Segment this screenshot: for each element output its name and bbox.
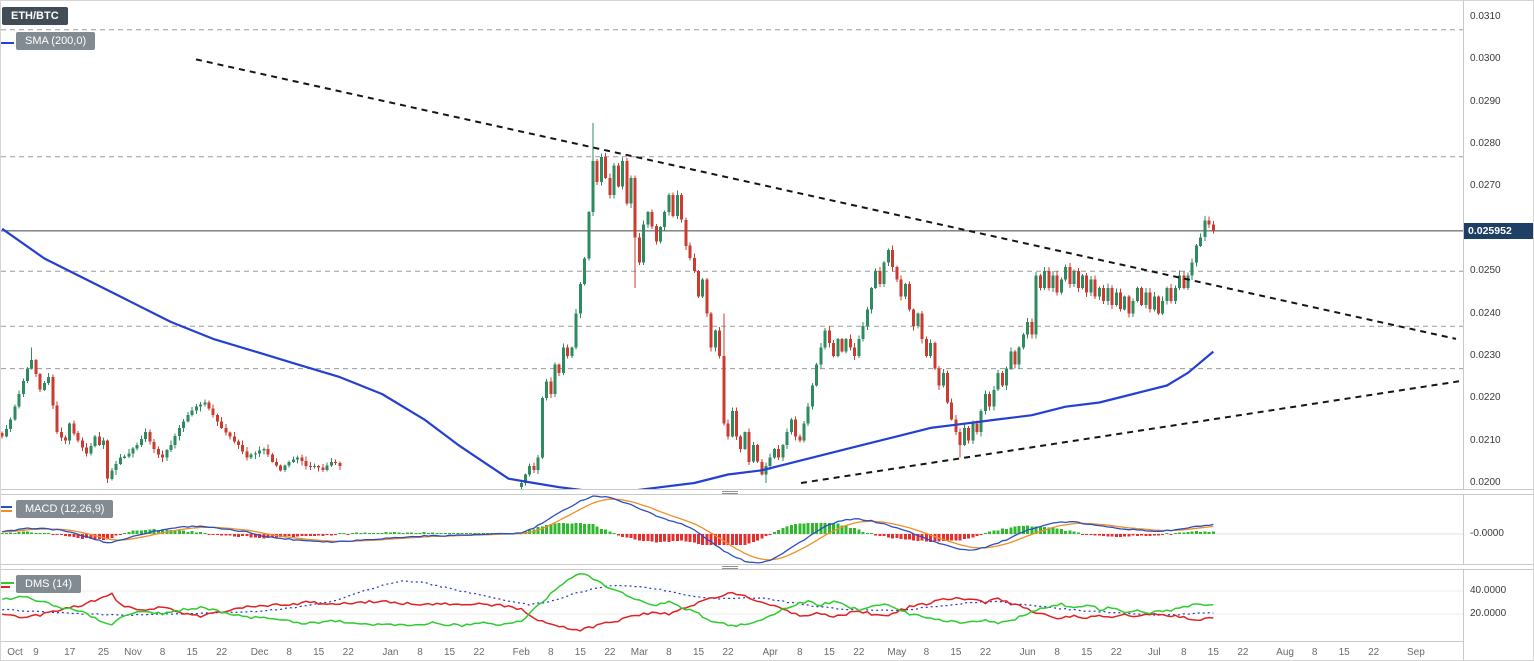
- x-axis-tick: 15: [313, 647, 325, 658]
- price-axis-tick: 0.0210: [1470, 434, 1501, 446]
- macd-signal-swatch-icon: [1, 510, 12, 512]
- x-axis-tick: 15: [1207, 647, 1219, 658]
- x-axis-tick: 22: [853, 647, 865, 658]
- x-axis-tick: 15: [950, 647, 962, 658]
- x-axis-tick: 15: [692, 647, 705, 658]
- price-axis[interactable]: 0.025952 0.0310 0.0300 0.0290 0.0280 0.0270 0…: [1463, 1, 1533, 660]
- x-axis-tick: 9: [33, 647, 39, 658]
- time-axis[interactable]: Oct 9 17 25 Nov 8 15 22 Dec 8 15 22 Jan 8 15 22 Feb 8 15 22…: [1, 641, 1533, 660]
- x-axis-tick: 22: [979, 647, 992, 658]
- x-axis-tick: Jan: [382, 647, 399, 658]
- x-axis-tick: 15: [1081, 647, 1093, 658]
- sma-line-swatch-icon: [1, 42, 14, 44]
- dms-axis-tick: 40.0000: [1470, 585, 1507, 596]
- minus-di-line: [2, 591, 1214, 632]
- x-axis-tick: 15: [186, 647, 198, 658]
- adx-line: [2, 579, 1214, 617]
- x-axis-tick: May: [887, 647, 907, 658]
- x-axis-tick: 25: [97, 647, 110, 658]
- x-axis-tick: 22: [1237, 647, 1249, 658]
- x-axis-tick: 8: [159, 647, 166, 658]
- x-axis-tick: 15: [574, 647, 586, 658]
- price-axis-tick: 0.0280: [1470, 138, 1501, 150]
- x-axis-tick: 8: [796, 647, 803, 658]
- pair-badge: ETH/BTC: [2, 7, 68, 25]
- sma-line: [1, 227, 1215, 489]
- x-axis-tick: 22: [1368, 647, 1380, 658]
- ascending-trendline: [800, 380, 1460, 484]
- x-axis-tick: Oct: [7, 647, 23, 658]
- x-axis-tick: Sep: [1406, 647, 1425, 658]
- support-resistance-levels: [1, 29, 1463, 370]
- macd-line-swatch-icon: [1, 506, 12, 508]
- panel-divider: [1, 564, 1533, 570]
- macd-indicator-badge[interactable]: MACD (12,26,9): [16, 500, 114, 518]
- dms-panel[interactable]: [1, 570, 1463, 641]
- dms-indicator-badge[interactable]: DMS (14): [16, 575, 82, 593]
- x-axis-tick: 8: [1181, 647, 1187, 658]
- x-axis-tick: Dec: [250, 647, 269, 658]
- price-axis-tick: 0.0250: [1470, 265, 1501, 277]
- current-price-tag: 0.025952: [1464, 223, 1533, 239]
- current-price-value: 0.025952: [1468, 225, 1512, 237]
- panel-resize-grip[interactable]: [722, 566, 738, 569]
- x-axis-tick: 15: [823, 647, 835, 658]
- x-axis-tick: 22: [473, 647, 485, 658]
- x-axis-tick: Feb: [512, 647, 530, 658]
- panel-resize-grip[interactable]: [722, 491, 738, 494]
- x-axis-tick: 15: [1338, 647, 1350, 658]
- price-axis-tick: 0.0310: [1470, 11, 1501, 22]
- price-axis-tick: 0.0220: [1470, 392, 1501, 404]
- x-axis-tick: 8: [923, 647, 930, 658]
- price-axis-tick: 0.0270: [1470, 180, 1501, 192]
- x-axis-tick: 17: [64, 647, 76, 658]
- x-axis-tick: 8: [548, 647, 554, 658]
- macd-line: [2, 495, 1214, 564]
- x-axis-tick: Apr: [762, 647, 779, 658]
- x-axis-tick: 22: [216, 647, 228, 658]
- x-axis-tick: Jun: [1019, 647, 1036, 658]
- price-axis-tick: 0.0240: [1470, 307, 1501, 319]
- x-axis-tick: 15: [443, 647, 456, 658]
- x-axis-tick: 22: [342, 647, 354, 658]
- x-axis-tick: 8: [417, 647, 423, 658]
- dms-plus-di-swatch-icon: [1, 582, 14, 584]
- descending-trendline: [195, 58, 1457, 340]
- x-axis-tick: 8: [1311, 647, 1318, 658]
- macd-axis-tick: -0.0000: [1470, 528, 1504, 539]
- macd-signal-line: [2, 498, 1214, 561]
- price-axis-tick: 0.0230: [1470, 349, 1501, 361]
- price-axis-tick: 0.0200: [1470, 476, 1501, 488]
- x-axis-tick: 22: [604, 647, 616, 658]
- x-axis-tick: Mar: [630, 647, 649, 658]
- dms-axis-tick: 20.0000: [1470, 608, 1507, 619]
- x-axis-tick: Jul: [1147, 647, 1161, 658]
- x-axis-tick: Aug: [1276, 647, 1294, 658]
- panel-divider: [1, 489, 1533, 495]
- price-axis-tick: 0.0290: [1470, 95, 1501, 107]
- x-axis-tick: Nov: [124, 647, 142, 658]
- plus-di-line: [2, 573, 1214, 628]
- dms-minus-di-swatch-icon: [1, 586, 10, 588]
- sma-indicator-badge[interactable]: SMA (200,0): [16, 32, 96, 50]
- x-axis-tick: 8: [666, 647, 672, 658]
- x-axis-tick: 22: [722, 647, 734, 658]
- x-axis-tick: 8: [286, 647, 292, 658]
- x-axis-tick: 22: [1110, 647, 1122, 658]
- candlesticks: [1, 122, 1215, 489]
- price-axis-tick: 0.0300: [1470, 53, 1501, 65]
- macd-panel[interactable]: [1, 495, 1463, 564]
- x-axis-tick: 8: [1054, 647, 1060, 658]
- price-panel[interactable]: [1, 1, 1463, 489]
